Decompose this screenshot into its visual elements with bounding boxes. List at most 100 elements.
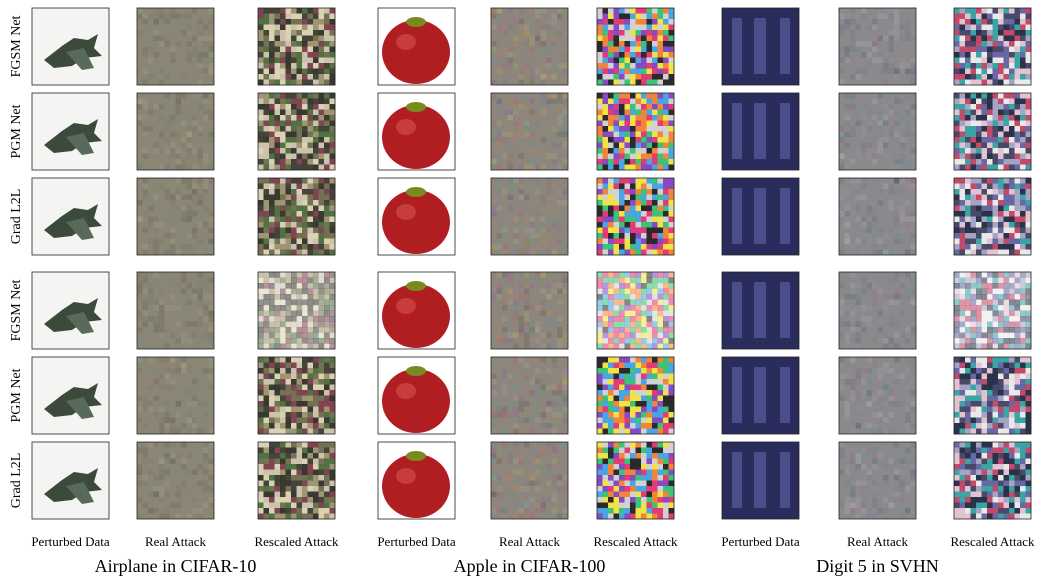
- pixel: [658, 244, 664, 250]
- pixel: [286, 211, 292, 217]
- pixel: [883, 300, 889, 306]
- pixel: [1009, 25, 1015, 31]
- pixel: [636, 283, 642, 289]
- pixel: [993, 363, 999, 369]
- pixel: [658, 294, 664, 300]
- pixel: [1004, 93, 1010, 99]
- pixel: [176, 418, 182, 424]
- pixel: [608, 8, 614, 14]
- pixel: [982, 195, 988, 201]
- pixel: [619, 99, 625, 105]
- pixel: [302, 41, 308, 47]
- pixel: [297, 396, 303, 402]
- pixel: [982, 429, 988, 435]
- pixel: [497, 52, 503, 58]
- pixel: [1009, 63, 1015, 69]
- pixel: [1015, 58, 1021, 64]
- pixel: [264, 93, 270, 99]
- pixel: [658, 401, 664, 407]
- pixel: [603, 58, 609, 64]
- pixel: [181, 159, 187, 165]
- digit-stroke: [754, 367, 766, 423]
- pixel: [850, 93, 856, 99]
- pixel: [630, 178, 636, 184]
- pixel: [176, 110, 182, 116]
- pixel: [976, 80, 982, 86]
- pixel: [291, 239, 297, 245]
- pixel: [954, 294, 960, 300]
- pixel: [319, 137, 325, 143]
- pixel: [198, 159, 204, 165]
- pixel: [603, 357, 609, 363]
- pixel: [658, 390, 664, 396]
- pixel: [563, 244, 569, 250]
- pixel: [280, 228, 286, 234]
- pixel: [652, 396, 658, 402]
- pixel: [976, 316, 982, 322]
- pixel: [905, 429, 911, 435]
- pixel: [1004, 36, 1010, 42]
- pixel: [954, 52, 960, 58]
- pixel: [535, 14, 541, 20]
- pixel: [297, 412, 303, 418]
- pixel: [614, 184, 620, 190]
- pixel: [313, 63, 319, 69]
- pixel: [313, 52, 319, 58]
- pixel: [324, 407, 330, 413]
- pixel: [905, 385, 911, 391]
- digit-stroke: [732, 367, 742, 423]
- pixel: [839, 154, 845, 160]
- pixel: [541, 200, 547, 206]
- pixel: [165, 126, 171, 132]
- pixel: [557, 14, 563, 20]
- pixel: [960, 228, 966, 234]
- pixel: [291, 228, 297, 234]
- pixel: [1026, 143, 1032, 149]
- pixel: [557, 143, 563, 149]
- pixel: [181, 211, 187, 217]
- pixel: [883, 418, 889, 424]
- pixel: [960, 25, 966, 31]
- pixel: [911, 69, 917, 75]
- pixel: [889, 104, 895, 110]
- pixel: [319, 228, 325, 234]
- pixel: [535, 121, 541, 127]
- pixel: [491, 429, 497, 435]
- pixel: [625, 80, 631, 86]
- pixel: [308, 272, 314, 278]
- pixel: [313, 200, 319, 206]
- pixel: [313, 333, 319, 339]
- pixel: [502, 407, 508, 413]
- pixel: [625, 239, 631, 245]
- pixel: [597, 390, 603, 396]
- pixel: [269, 294, 275, 300]
- pixel: [911, 423, 917, 429]
- pixel: [513, 41, 519, 47]
- pixel: [652, 344, 658, 350]
- pixel: [313, 357, 319, 363]
- pixel: [872, 300, 878, 306]
- pixel: [663, 244, 669, 250]
- pixel: [1026, 222, 1032, 228]
- pixel: [597, 8, 603, 14]
- pixel: [1015, 228, 1021, 234]
- pixel: [1015, 110, 1021, 116]
- pixel: [324, 63, 330, 69]
- pixel: [965, 390, 971, 396]
- pixel: [203, 217, 209, 223]
- pixel: [291, 52, 297, 58]
- pixel: [264, 126, 270, 132]
- pixel: [557, 333, 563, 339]
- pixel: [889, 36, 895, 42]
- pixel: [313, 99, 319, 105]
- pixel: [982, 41, 988, 47]
- pixel: [663, 8, 669, 14]
- pixel: [319, 357, 325, 363]
- pixel: [557, 327, 563, 333]
- pixel: [905, 250, 911, 256]
- pixel: [603, 333, 609, 339]
- pixel: [1009, 363, 1015, 369]
- pixel: [286, 159, 292, 165]
- pixel: [319, 368, 325, 374]
- pixel: [636, 390, 642, 396]
